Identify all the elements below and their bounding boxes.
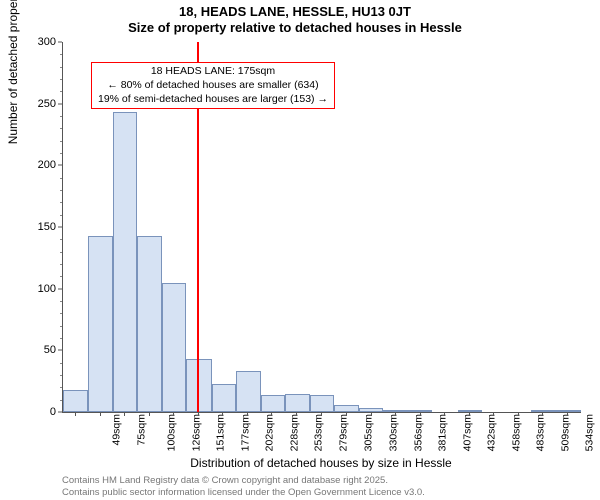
annotation-line2: ← 80% of detached houses are smaller (63… bbox=[98, 79, 328, 93]
x-tick-mark bbox=[124, 412, 125, 416]
x-tick-label: 100sqm bbox=[165, 414, 177, 451]
x-tick-mark bbox=[493, 412, 494, 416]
x-tick-mark bbox=[296, 412, 297, 416]
x-tick-label: 75sqm bbox=[135, 414, 147, 446]
x-tick-label: 253sqm bbox=[313, 414, 325, 451]
histogram-bar bbox=[285, 394, 310, 413]
x-tick-mark bbox=[542, 412, 543, 416]
x-tick-label: 407sqm bbox=[461, 414, 473, 451]
x-tick-label: 330sqm bbox=[387, 414, 399, 451]
histogram-bar bbox=[212, 384, 236, 412]
footer-line2: Contains public sector information licen… bbox=[62, 487, 425, 498]
y-tick-label: 0 bbox=[0, 406, 56, 418]
x-tick-label: 305sqm bbox=[363, 414, 375, 451]
footer-line1: Contains HM Land Registry data © Crown c… bbox=[62, 475, 425, 486]
annotation-line1: 18 HEADS LANE: 175sqm bbox=[98, 65, 328, 79]
annotation-line3: 19% of semi-detached houses are larger (… bbox=[98, 93, 328, 107]
x-tick-label: 177sqm bbox=[239, 414, 251, 451]
x-tick-label: 202sqm bbox=[263, 414, 275, 451]
histogram-bar bbox=[137, 236, 162, 412]
x-tick-mark bbox=[444, 412, 445, 416]
histogram-bar bbox=[383, 410, 408, 412]
y-tick-label: 300 bbox=[0, 36, 56, 48]
x-tick-mark bbox=[371, 412, 372, 416]
y-tick-label: 150 bbox=[0, 221, 56, 233]
x-tick-mark bbox=[247, 412, 248, 416]
x-tick-label: 151sqm bbox=[214, 414, 226, 451]
y-tick-label: 200 bbox=[0, 159, 56, 171]
x-tick-mark bbox=[420, 412, 421, 416]
x-tick-label: 432sqm bbox=[485, 414, 497, 451]
histogram-bar bbox=[113, 112, 137, 412]
histogram-bar bbox=[310, 395, 334, 412]
y-tick-label: 100 bbox=[0, 283, 56, 295]
x-tick-mark bbox=[100, 412, 101, 416]
x-tick-label: 126sqm bbox=[190, 414, 202, 451]
x-tick-label: 483sqm bbox=[535, 414, 547, 451]
x-tick-label: 228sqm bbox=[289, 414, 301, 451]
x-tick-mark bbox=[271, 412, 272, 416]
y-tick-label: 250 bbox=[0, 98, 56, 110]
x-tick-mark bbox=[567, 412, 568, 416]
chart-title-sub: Size of property relative to detached ho… bbox=[0, 20, 590, 35]
histogram-bar bbox=[63, 390, 88, 412]
histogram-bar bbox=[334, 405, 359, 412]
histogram-bar bbox=[88, 236, 113, 412]
plot-area: 18 HEADS LANE: 175sqm ← 80% of detached … bbox=[62, 42, 581, 413]
histogram-bar bbox=[236, 371, 261, 412]
x-tick-label: 509sqm bbox=[560, 414, 572, 451]
chart-title-main: 18, HEADS LANE, HESSLE, HU13 0JT bbox=[0, 4, 590, 19]
x-tick-mark bbox=[469, 412, 470, 416]
histogram-chart: 18, HEADS LANE, HESSLE, HU13 0JT Size of… bbox=[0, 0, 600, 500]
x-tick-mark bbox=[518, 412, 519, 416]
histogram-bar bbox=[162, 283, 186, 413]
y-tick-label: 50 bbox=[0, 344, 56, 356]
x-tick-mark bbox=[149, 412, 150, 416]
x-tick-label: 49sqm bbox=[110, 414, 122, 446]
x-tick-mark bbox=[346, 412, 347, 416]
x-tick-label: 534sqm bbox=[584, 414, 596, 451]
x-tick-label: 458sqm bbox=[510, 414, 522, 451]
x-axis-label: Distribution of detached houses by size … bbox=[62, 456, 580, 470]
x-tick-label: 356sqm bbox=[412, 414, 424, 451]
x-tick-mark bbox=[198, 412, 199, 416]
x-tick-mark bbox=[75, 412, 76, 416]
x-tick-mark bbox=[321, 412, 322, 416]
x-tick-label: 279sqm bbox=[338, 414, 350, 451]
footer-attribution: Contains HM Land Registry data © Crown c… bbox=[62, 475, 425, 498]
x-tick-label: 381sqm bbox=[436, 414, 448, 451]
y-axis-label: Number of detached properties bbox=[6, 0, 20, 144]
annotation-box: 18 HEADS LANE: 175sqm ← 80% of detached … bbox=[91, 62, 335, 109]
x-tick-mark bbox=[222, 412, 223, 416]
x-tick-mark bbox=[173, 412, 174, 416]
x-tick-mark bbox=[395, 412, 396, 416]
histogram-bar bbox=[261, 395, 285, 412]
